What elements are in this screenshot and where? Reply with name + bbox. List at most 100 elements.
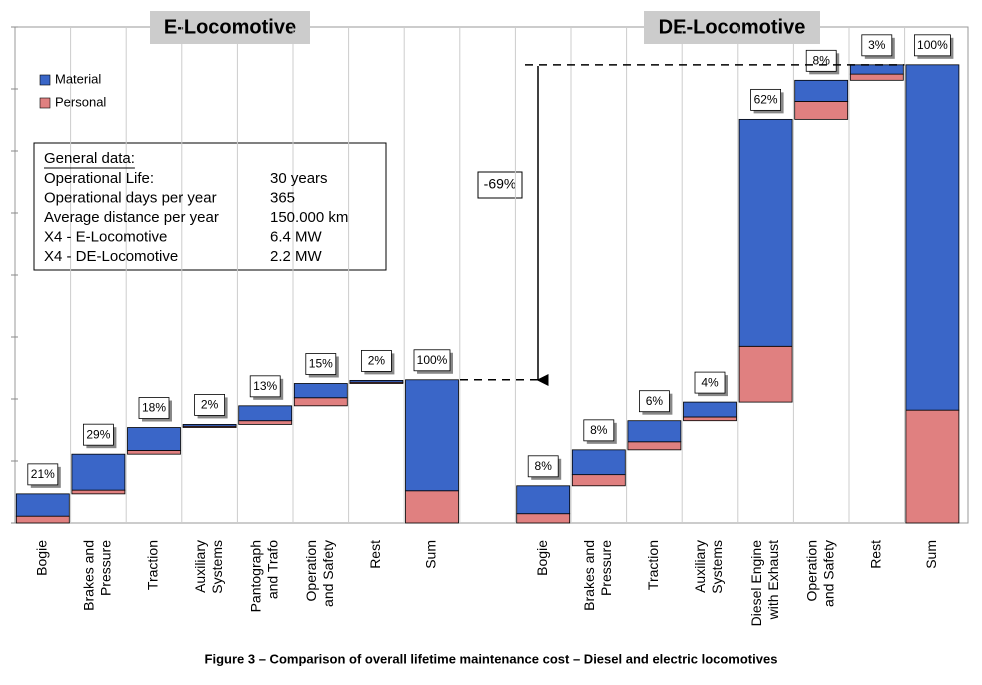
bar-segment: [849, 73, 904, 81]
info-key: Operational Life:: [44, 170, 154, 187]
x-tick-label: Sum: [423, 540, 439, 569]
percent-label: 2%: [201, 398, 219, 412]
bar-segment: [405, 379, 459, 492]
bar-segment: [905, 64, 960, 411]
annotation: -69%: [484, 176, 517, 192]
x-tick-label: Operation: [803, 540, 819, 601]
percent-label: 29%: [86, 427, 110, 441]
info-value: 6.4 MW: [270, 228, 323, 245]
x-tick-label: Traction: [645, 540, 661, 590]
bar-segment: [238, 420, 293, 425]
label-box: [138, 397, 170, 419]
bar-segment: [738, 118, 793, 347]
label-box: [639, 390, 670, 413]
percent-label: 4%: [701, 375, 719, 389]
bar-segment: [405, 490, 459, 524]
x-tick-label: Sum: [923, 540, 939, 569]
bar-segment: [905, 409, 960, 524]
info-box: [33, 142, 387, 271]
percent-label: 100%: [917, 38, 948, 52]
label-box: [27, 463, 59, 486]
percent-label: 62%: [754, 93, 778, 107]
info-key: Average distance per year: [44, 209, 219, 226]
bar-segment: [571, 449, 626, 476]
label-box: [360, 349, 392, 372]
label-box: [83, 423, 114, 446]
percent-label: 13%: [253, 379, 277, 393]
x-tick-label: Pantograph: [247, 540, 263, 612]
percent-label: 8%: [813, 53, 831, 67]
percent-label: 2%: [368, 354, 386, 368]
label-box: [305, 353, 337, 375]
x-tick-label: Auxiliary: [692, 540, 708, 593]
bar-segment: [627, 441, 682, 451]
x-tick-label: Pressure: [598, 540, 614, 596]
info-value: 30 years: [270, 170, 328, 187]
x-tick-label: Operation: [303, 540, 319, 601]
bar-segment: [293, 397, 348, 407]
info-key: X4 - E-Locomotive: [44, 228, 167, 245]
x-tick-label: Auxiliary: [192, 540, 208, 593]
caption: Figure 3 – Comparison of overall lifetim…: [205, 651, 778, 666]
bar-segment: [127, 450, 181, 455]
x-tick-label: Rest: [868, 540, 884, 569]
label-box: [413, 349, 451, 372]
label-box: [914, 34, 951, 57]
x-tick-label: Traction: [145, 540, 161, 590]
info-value: 2.2 MW: [270, 248, 323, 265]
percent-label: 3%: [868, 38, 886, 52]
bar-segment: [516, 513, 571, 524]
label-box: [694, 371, 726, 394]
bar-segment: [683, 416, 737, 422]
percent-label: 8%: [535, 459, 553, 473]
bar-segment: [516, 485, 571, 515]
legend-label: Material: [55, 71, 101, 86]
bar-segment: [571, 474, 626, 487]
group-title-box: [644, 11, 820, 44]
x-tick-label: Systems: [709, 540, 725, 594]
bar-segment: [15, 515, 70, 524]
x-tick-label: and Trafo: [264, 540, 280, 599]
bar-segment: [182, 424, 237, 427]
x-tick-label: and Safety: [820, 540, 836, 607]
legend-swatch: [39, 74, 51, 86]
bar-segment: [127, 427, 181, 451]
info-value: 150.000 km: [270, 209, 348, 226]
bar-segment: [349, 379, 404, 383]
group-title-box: [150, 11, 310, 44]
annotation-box: [477, 171, 523, 199]
bar-segment: [71, 453, 126, 491]
x-tick-label: Rest: [367, 540, 383, 569]
percent-label: 18%: [142, 401, 166, 415]
label-box: [527, 455, 559, 478]
x-tick-label: Brakes and: [81, 540, 97, 611]
label-box: [861, 34, 893, 57]
x-tick-label: and Safety: [320, 540, 336, 607]
bar-segment: [238, 405, 293, 422]
info-title: General data:: [44, 150, 135, 167]
label-box: [583, 419, 615, 442]
bar-segment: [627, 420, 682, 443]
group-title: E-Locomotive: [164, 16, 296, 38]
percent-label: 100%: [417, 353, 448, 367]
bar-segment: [15, 493, 70, 517]
bar-segment: [738, 345, 793, 403]
percent-label: 8%: [590, 423, 608, 437]
x-tick-label: Brakes and: [581, 540, 597, 611]
bar-segment: [849, 64, 904, 75]
bar-segment: [683, 401, 737, 418]
label-box: [750, 88, 781, 111]
info-key: X4 - DE-Locomotive: [44, 248, 178, 265]
label-box: [805, 49, 837, 72]
x-tick-label: with Exhaust: [765, 540, 781, 620]
x-tick-label: Systems: [209, 540, 225, 594]
legend-swatch: [39, 97, 51, 109]
percent-label: 6%: [646, 394, 664, 408]
info-value: 365: [270, 189, 295, 206]
legend-label: Personal: [55, 94, 106, 109]
label-box: [194, 394, 226, 416]
info-key: Operational days per year: [44, 189, 217, 206]
percent-label: 21%: [31, 467, 55, 481]
x-tick-label: Bogie: [34, 540, 50, 576]
